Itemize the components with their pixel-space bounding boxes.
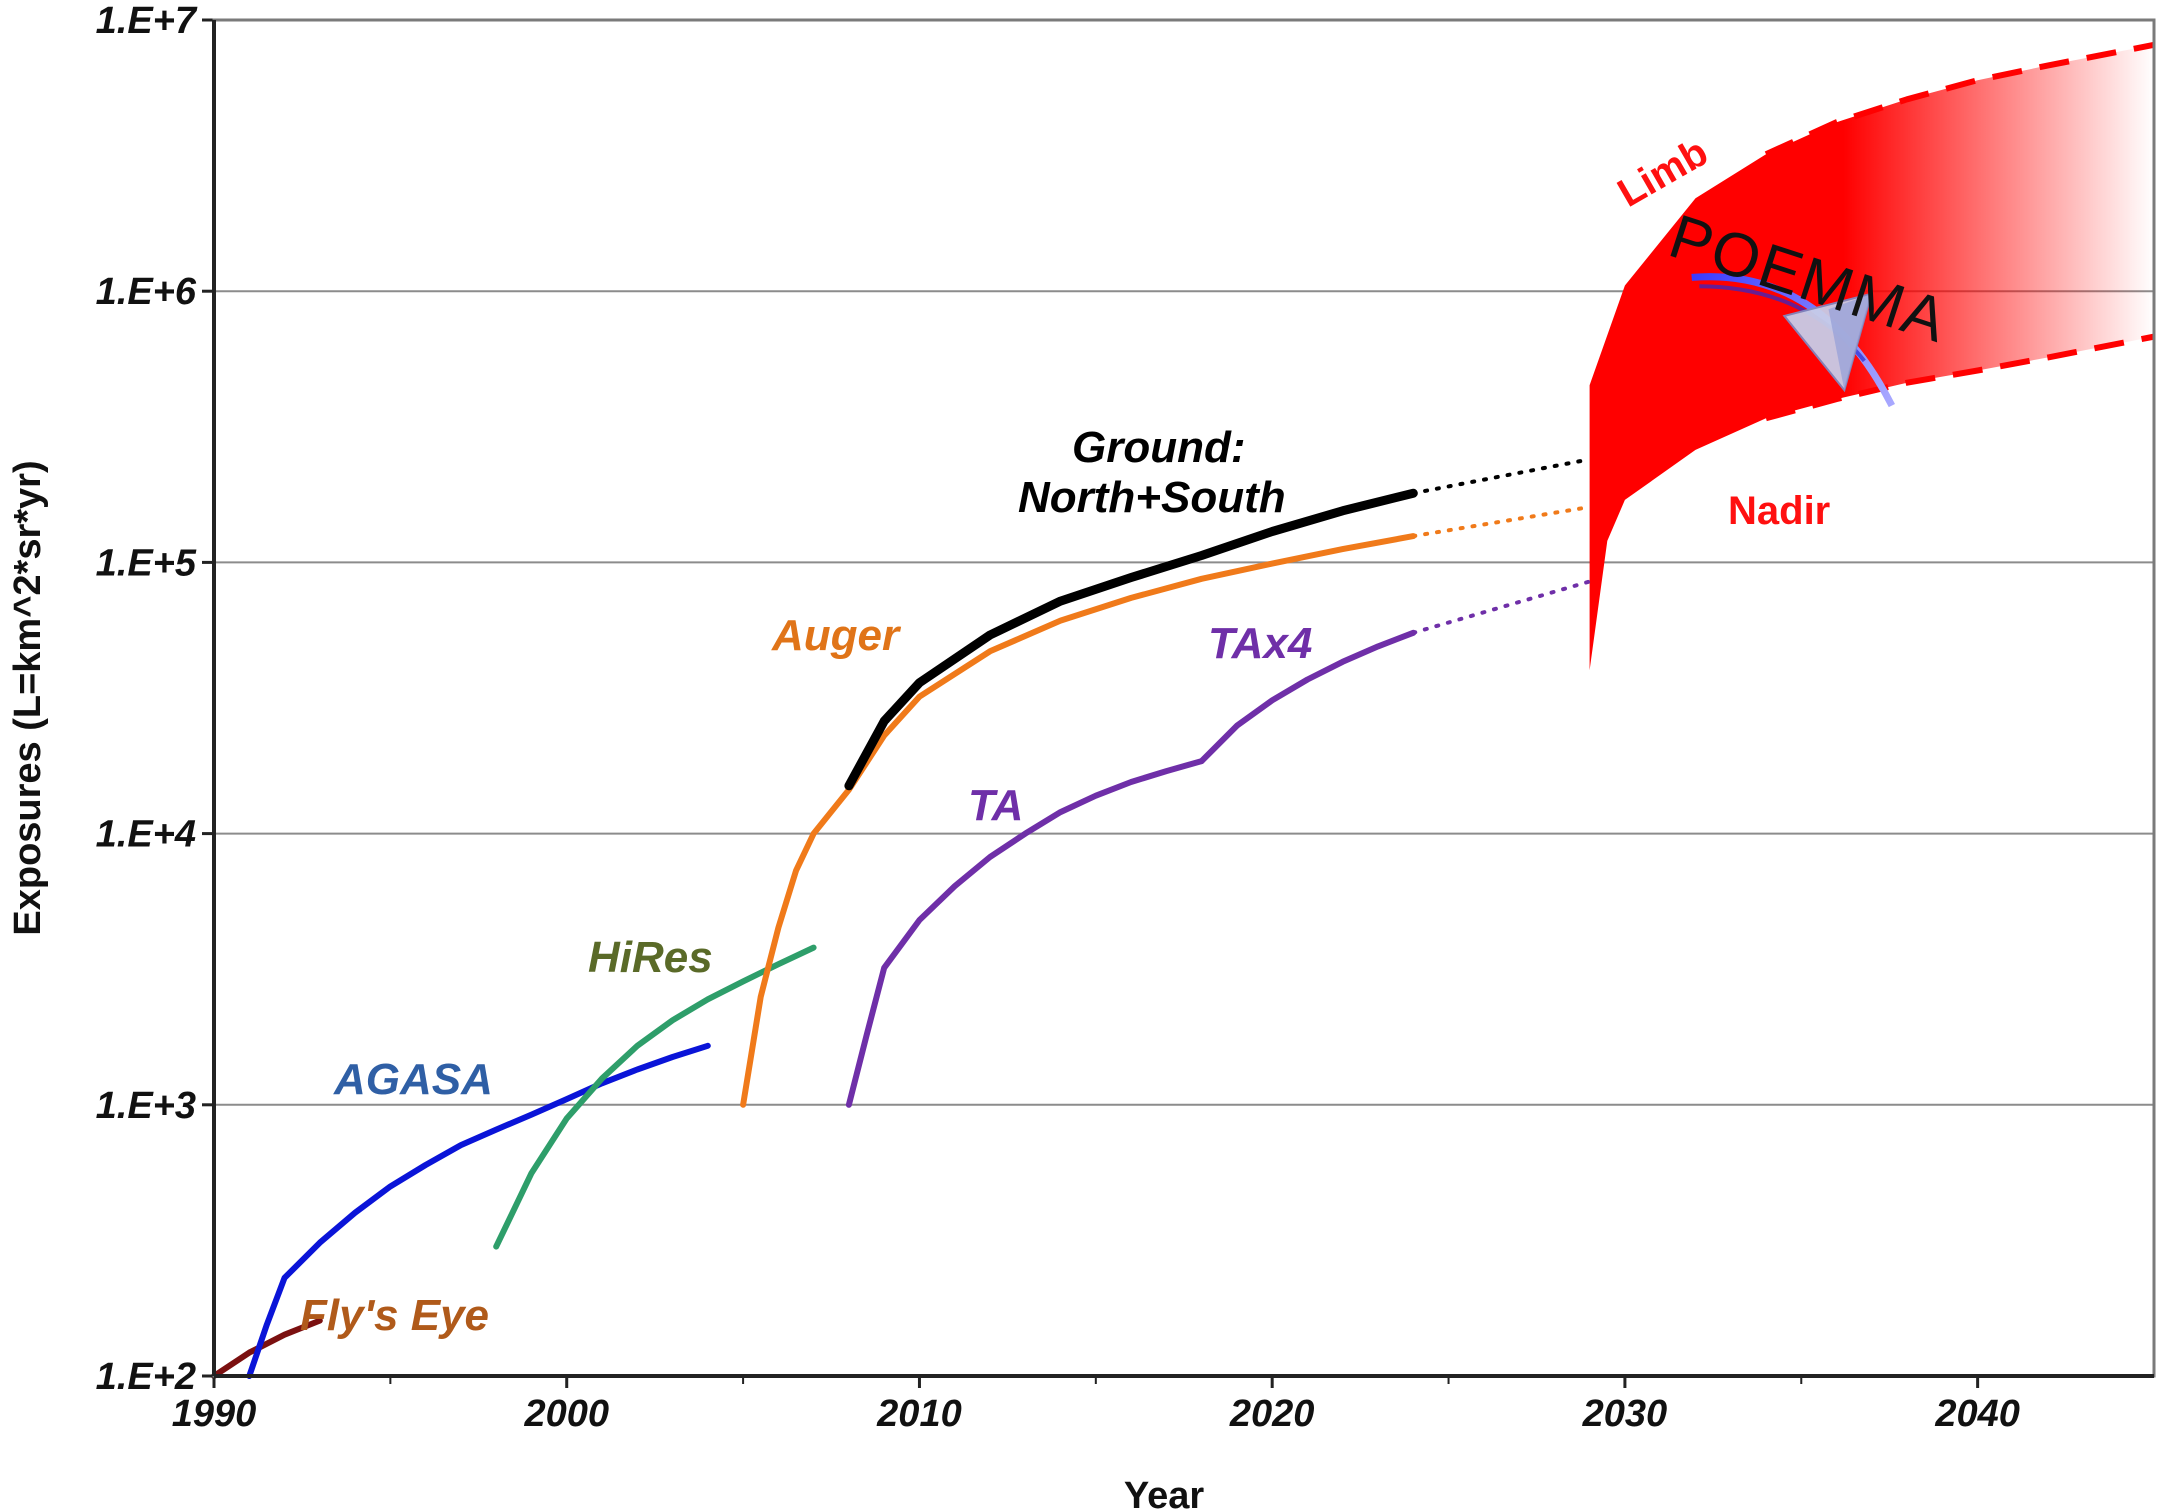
series-ta (845, 758, 1205, 1108)
series-layer (211, 457, 1592, 1379)
series-tax4 (1198, 629, 1417, 765)
label-auger: Auger (771, 611, 902, 660)
nadir-dashed-edge (1765, 333, 2155, 422)
label-ta: TA (968, 781, 1023, 830)
y-tick-label-0: 1.E+2 (96, 1356, 196, 1398)
x-tick-label-1: 2000 (523, 1393, 609, 1435)
x-tick-label-4: 2030 (1582, 1393, 1668, 1435)
y-tick-label-4: 1.E+6 (96, 271, 197, 313)
x-tick-label-3: 2020 (1229, 1393, 1315, 1435)
poemma-band-layer (1589, 41, 2155, 671)
grid-layer (214, 290, 2154, 1106)
label-nadir: Nadir (1728, 489, 1830, 533)
poemma-band-fill (1589, 44, 2154, 671)
series-auger-projection (1411, 505, 1592, 539)
series-auger (740, 533, 1417, 1108)
series-agasa (246, 1042, 711, 1379)
satellite-facet-icon (1828, 293, 1872, 391)
label-hires: HiRes (588, 933, 713, 982)
series-hires (493, 944, 817, 1250)
y-tick-label-2: 1.E+4 (96, 814, 196, 856)
y-tick-label-5: 1.E+7 (96, 0, 198, 42)
series-ground-north-south (844, 488, 1418, 791)
x-axis-title: Year (1124, 1475, 1205, 1512)
y-tick-label-3: 1.E+5 (96, 542, 197, 584)
series-ground-projection (1411, 457, 1592, 496)
series-fly-s-eye (211, 1317, 323, 1379)
limb-dashed-edge (1764, 41, 2155, 157)
y-tick-label-1: 1.E+3 (96, 1085, 196, 1127)
label-flys-eye: Fly's Eye (300, 1291, 489, 1340)
label-tax4: TAx4 (1208, 619, 1312, 668)
label-ground-line1: Ground: (1072, 423, 1246, 472)
label-ground-line2: North+South (1018, 473, 1286, 522)
axis-layer: 1.E+2 1.E+3 1.E+4 1.E+5 1.E+6 1.E+7 1990 2000 20… (7, 0, 2156, 1512)
series-tax4-projection (1411, 579, 1592, 635)
x-tick-label-0: 1990 (172, 1393, 257, 1435)
x-tick-label-5: 2040 (1934, 1393, 2020, 1435)
label-agasa: AGASA (333, 1055, 493, 1104)
logo-arc (1691, 273, 1895, 408)
label-layer: Fly's Eye AGASA HiRes Auger TA TAx4 Grou… (300, 130, 1830, 1340)
x-tick-label-2: 2010 (876, 1393, 962, 1435)
y-axis-title: Exposures (L=km^2*sr*yr) (7, 460, 49, 935)
